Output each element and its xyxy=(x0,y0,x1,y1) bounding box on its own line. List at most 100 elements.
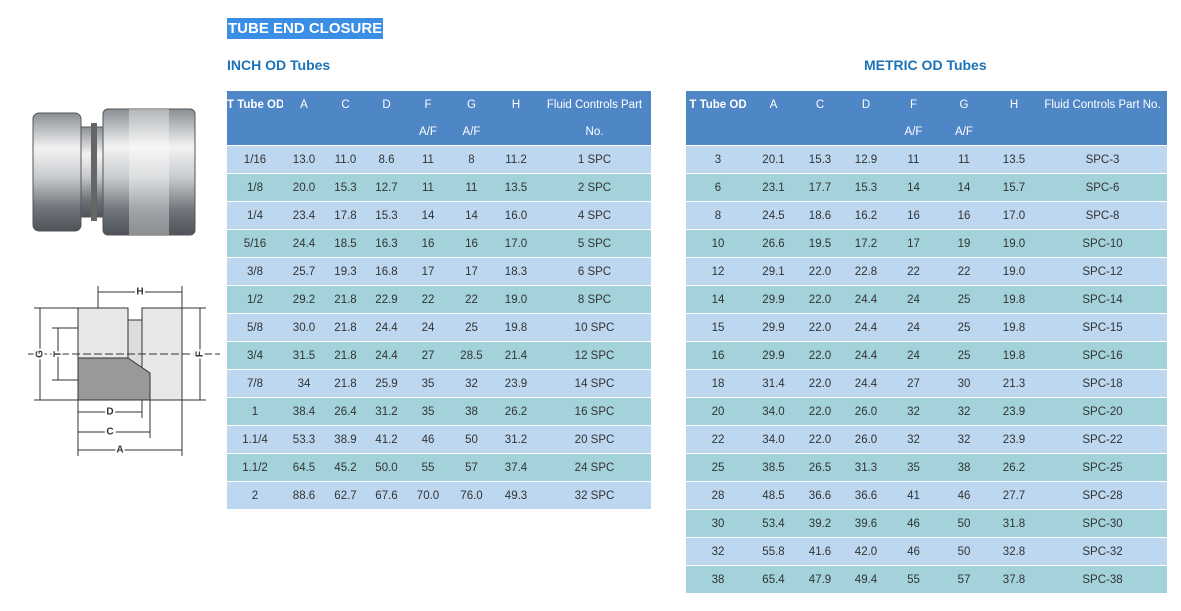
data-row: 3/4 31.5 21.8 24.4 27 28.5 21.4 12 SPC xyxy=(227,341,651,370)
header-cell: G xyxy=(938,91,990,118)
cell: 16 xyxy=(407,229,449,258)
cell: 32 xyxy=(889,397,938,426)
cell: 8 xyxy=(686,201,750,230)
header-cell: A xyxy=(750,91,797,118)
cell: 70.0 xyxy=(407,481,449,509)
cell: 18.6 xyxy=(797,201,843,230)
cell: 20.1 xyxy=(750,145,797,174)
cell: 13.5 xyxy=(494,173,538,202)
cell: 1 SPC xyxy=(538,145,651,174)
header-cell: T Tube OD xyxy=(686,91,750,118)
cell: 6 xyxy=(686,173,750,202)
cell: 55 xyxy=(889,565,938,593)
data-row: 32 55.8 41.6 42.0 46 50 32.8 SPC-32 xyxy=(686,537,1167,566)
cell: SPC-32 xyxy=(1038,537,1167,566)
data-row: 1.1/4 53.3 38.9 41.2 46 50 31.2 20 SPC xyxy=(227,425,651,454)
inch-table: T Tube OD A C D F G H Fluid Controls Part A/F A/F… xyxy=(227,91,651,509)
header-cell: D xyxy=(366,91,407,118)
cell: 46 xyxy=(889,537,938,566)
header-cell: A/F xyxy=(889,118,938,146)
cell: 29.9 xyxy=(750,341,797,370)
dimension-label: T xyxy=(53,351,64,357)
header-cell xyxy=(283,118,325,146)
cell: 1/8 xyxy=(227,173,283,202)
cell: 17.8 xyxy=(325,201,366,230)
cell: 25 xyxy=(938,341,990,370)
cell: 38 xyxy=(938,453,990,482)
cell: 15.3 xyxy=(325,173,366,202)
cell: 57 xyxy=(938,565,990,593)
metric-table: T Tube OD A C D F G H Fluid Controls Part No. A/… xyxy=(686,91,1167,593)
cell: 23.9 xyxy=(990,397,1038,426)
cell: 24.4 xyxy=(843,341,889,370)
cell: 19.3 xyxy=(325,257,366,286)
cell: 22.0 xyxy=(797,369,843,398)
cell: SPC-3 xyxy=(1038,145,1167,174)
data-row: 5/16 24.4 18.5 16.3 16 16 17.0 5 SPC xyxy=(227,229,651,258)
cell: 14 xyxy=(686,285,750,314)
cell: 37.4 xyxy=(494,453,538,482)
cell: 17.7 xyxy=(797,173,843,202)
data-row: 25 38.5 26.5 31.3 35 38 26.2 SPC-25 xyxy=(686,453,1167,482)
cell: 20.0 xyxy=(283,173,325,202)
cell: 14 xyxy=(938,173,990,202)
cell: 27 xyxy=(889,369,938,398)
cell: 16 xyxy=(449,229,494,258)
cell: 31.8 xyxy=(990,509,1038,538)
cell: 48.5 xyxy=(750,481,797,510)
cell: 15.7 xyxy=(990,173,1038,202)
cell: 16.0 xyxy=(494,201,538,230)
cell: 3/8 xyxy=(227,257,283,286)
product-photo xyxy=(32,108,196,236)
cell: 46 xyxy=(938,481,990,510)
header-cell xyxy=(227,118,283,146)
cell: 21.8 xyxy=(325,313,366,342)
cell: 15.3 xyxy=(843,173,889,202)
cell: 23.1 xyxy=(750,173,797,202)
cell: 24.4 xyxy=(843,313,889,342)
cell: 36.6 xyxy=(843,481,889,510)
cell: 22.8 xyxy=(843,257,889,286)
page-title: TUBE END CLOSURE xyxy=(227,18,384,39)
cell: 19.8 xyxy=(990,285,1038,314)
cell: 35 xyxy=(407,397,449,426)
cell: 23.9 xyxy=(990,425,1038,454)
header-cell: A/F xyxy=(407,118,449,146)
cell: 24.4 xyxy=(366,341,407,370)
cell: 38.5 xyxy=(750,453,797,482)
cell: 24 SPC xyxy=(538,453,651,482)
data-row: 8 24.5 18.6 16.2 16 16 17.0 SPC-8 xyxy=(686,201,1167,230)
cell: 5 SPC xyxy=(538,229,651,258)
header-cell xyxy=(1038,118,1167,146)
cell: 34.0 xyxy=(750,425,797,454)
header-cell xyxy=(325,118,366,146)
cell: 50 xyxy=(449,425,494,454)
cell: 2 xyxy=(227,481,283,509)
data-row: 1/4 23.4 17.8 15.3 14 14 16.0 4 SPC xyxy=(227,201,651,230)
cell: 29.1 xyxy=(750,257,797,286)
cell: 16 SPC xyxy=(538,397,651,426)
data-row: 14 29.9 22.0 24.4 24 25 19.8 SPC-14 xyxy=(686,285,1167,314)
data-row: 15 29.9 22.0 24.4 24 25 19.8 SPC-15 xyxy=(686,313,1167,342)
cell: 30 xyxy=(686,509,750,538)
cell: 41.6 xyxy=(797,537,843,566)
metric-heading: METRIC OD Tubes xyxy=(864,57,987,73)
cell: 45.2 xyxy=(325,453,366,482)
cell: 55.8 xyxy=(750,537,797,566)
cell: 22.0 xyxy=(797,397,843,426)
cell: 21.8 xyxy=(325,341,366,370)
cell: 11.0 xyxy=(325,145,366,174)
cell: 3/4 xyxy=(227,341,283,370)
cell: 22.0 xyxy=(797,313,843,342)
data-row: 1 38.4 26.4 31.2 35 38 26.2 16 SPC xyxy=(227,397,651,426)
cell: 34 xyxy=(283,369,325,398)
cell: 21.4 xyxy=(494,341,538,370)
cell: 32 xyxy=(938,397,990,426)
cell: 23.9 xyxy=(494,369,538,398)
cell: 67.6 xyxy=(366,481,407,509)
cell: 35 xyxy=(407,369,449,398)
dimension-diagram: H G T F DCA xyxy=(28,285,220,458)
header-cell: H xyxy=(494,91,538,118)
data-row: 1.1/2 64.5 45.2 50.0 55 57 37.4 24 SPC xyxy=(227,453,651,482)
header-cell xyxy=(366,118,407,146)
